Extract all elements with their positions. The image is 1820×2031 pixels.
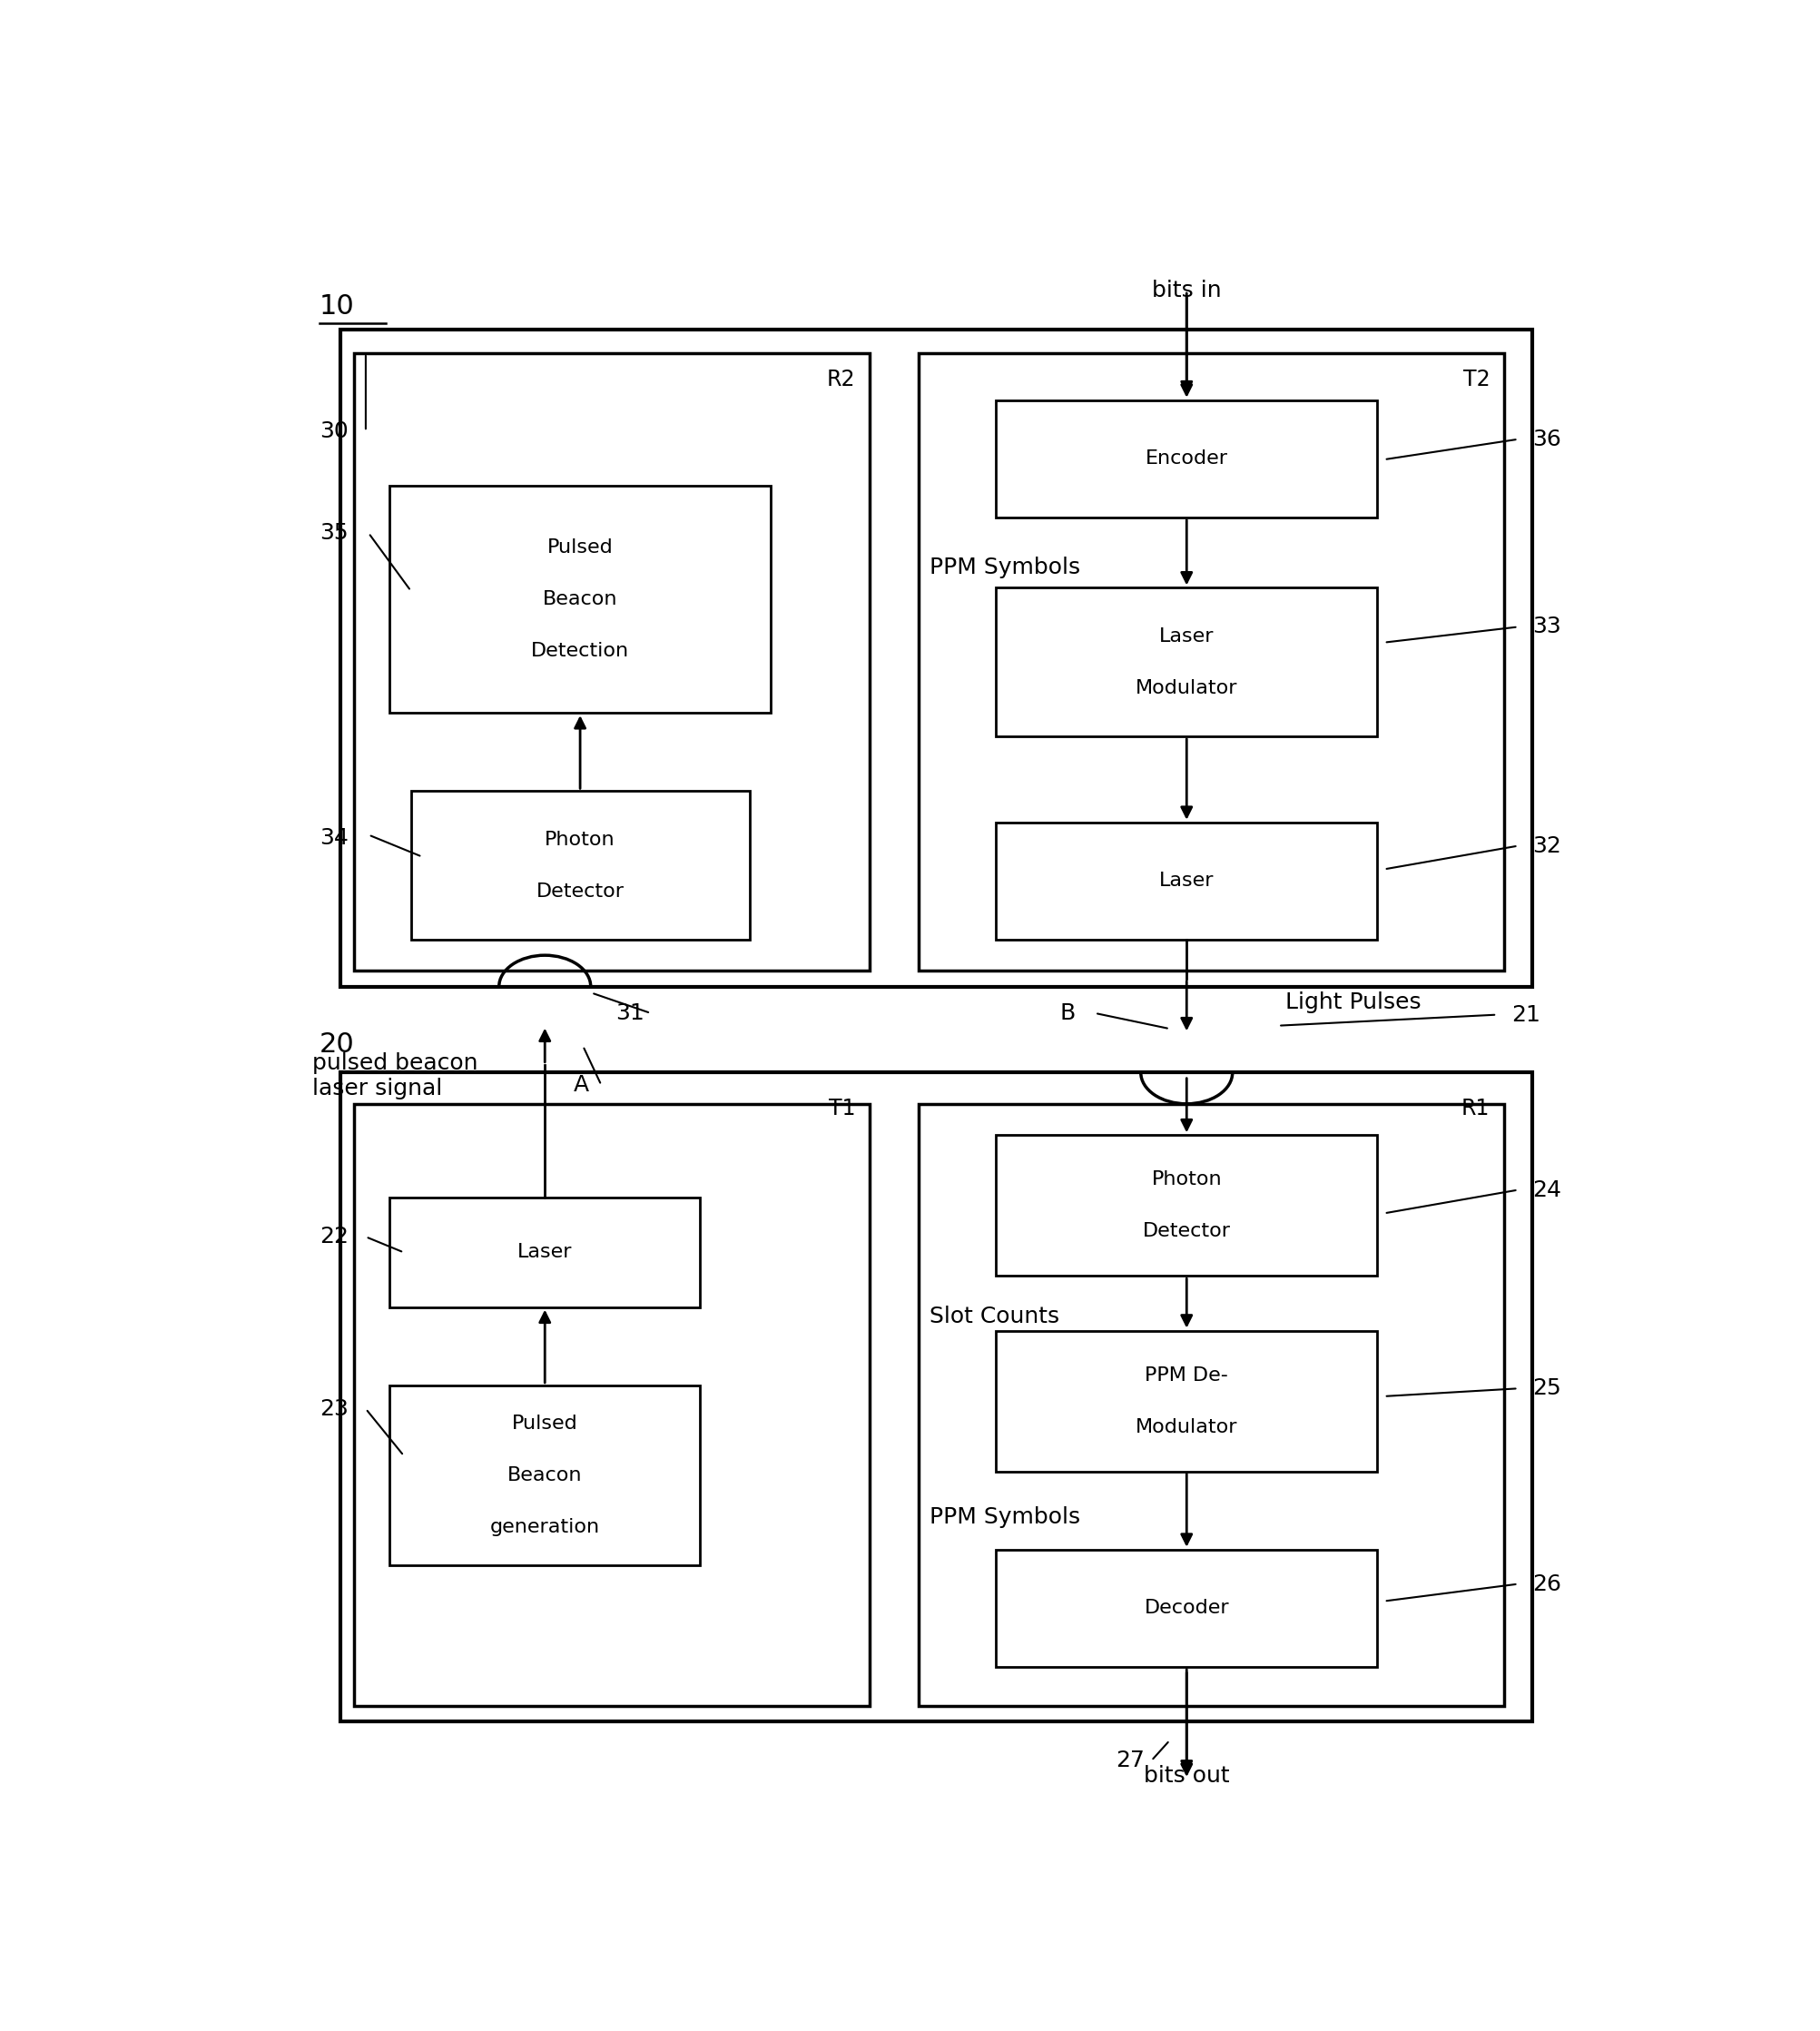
FancyBboxPatch shape <box>340 1072 1532 1722</box>
Text: 24: 24 <box>1532 1178 1562 1200</box>
FancyBboxPatch shape <box>996 1550 1378 1667</box>
Text: R1: R1 <box>1461 1097 1491 1119</box>
FancyBboxPatch shape <box>996 823 1378 940</box>
Text: PPM Symbols: PPM Symbols <box>930 556 1081 579</box>
FancyBboxPatch shape <box>389 485 770 713</box>
Text: 34: 34 <box>318 827 348 849</box>
FancyBboxPatch shape <box>996 1135 1378 1275</box>
Text: 26: 26 <box>1532 1574 1562 1594</box>
Text: Detector: Detector <box>537 881 624 900</box>
Text: Photon: Photon <box>1152 1170 1221 1188</box>
Text: 10: 10 <box>318 292 355 319</box>
Text: Modulator: Modulator <box>1136 678 1238 697</box>
Text: 32: 32 <box>1532 835 1562 857</box>
Text: A: A <box>573 1074 588 1097</box>
Text: 31: 31 <box>615 1001 644 1024</box>
Text: Detection: Detection <box>531 642 630 660</box>
Text: 25: 25 <box>1532 1377 1562 1399</box>
Text: PPM Symbols: PPM Symbols <box>930 1505 1081 1527</box>
FancyBboxPatch shape <box>389 1385 701 1566</box>
FancyBboxPatch shape <box>340 329 1532 987</box>
Text: Laser: Laser <box>1159 871 1214 890</box>
Text: R2: R2 <box>826 370 855 390</box>
FancyBboxPatch shape <box>996 1330 1378 1470</box>
Text: generation: generation <box>490 1517 601 1535</box>
FancyBboxPatch shape <box>411 790 750 940</box>
FancyBboxPatch shape <box>996 400 1378 518</box>
Text: pulsed beacon
laser signal: pulsed beacon laser signal <box>313 1052 479 1099</box>
Text: 23: 23 <box>318 1397 348 1420</box>
Text: bits in: bits in <box>1152 280 1221 301</box>
Text: 36: 36 <box>1532 429 1562 451</box>
Text: 22: 22 <box>318 1227 348 1247</box>
Text: PPM De-: PPM De- <box>1145 1367 1228 1385</box>
Text: B: B <box>1059 1001 1076 1024</box>
Text: Modulator: Modulator <box>1136 1418 1238 1436</box>
FancyBboxPatch shape <box>919 353 1503 971</box>
FancyBboxPatch shape <box>355 1105 870 1706</box>
FancyBboxPatch shape <box>919 1105 1503 1706</box>
Text: Encoder: Encoder <box>1145 449 1228 467</box>
Text: 21: 21 <box>1511 1003 1540 1026</box>
Text: T2: T2 <box>1463 370 1491 390</box>
Text: Decoder: Decoder <box>1145 1598 1228 1617</box>
Text: 30: 30 <box>318 420 348 443</box>
Text: 27: 27 <box>1116 1751 1145 1771</box>
Text: Light Pulses: Light Pulses <box>1285 991 1421 1013</box>
Text: bits out: bits out <box>1143 1765 1230 1787</box>
FancyBboxPatch shape <box>355 353 870 971</box>
Text: Detector: Detector <box>1143 1223 1230 1241</box>
Text: Slot Counts: Slot Counts <box>930 1306 1059 1328</box>
FancyBboxPatch shape <box>996 587 1378 737</box>
Text: Beacon: Beacon <box>542 591 617 609</box>
Text: 33: 33 <box>1532 615 1562 638</box>
Text: Beacon: Beacon <box>508 1466 582 1485</box>
Text: Laser: Laser <box>517 1243 571 1261</box>
Text: 35: 35 <box>318 522 348 544</box>
Text: T1: T1 <box>828 1097 855 1119</box>
Text: Photon: Photon <box>544 831 615 849</box>
Text: Pulsed: Pulsed <box>548 538 613 556</box>
Text: 20: 20 <box>318 1032 355 1058</box>
Text: Laser: Laser <box>1159 628 1214 646</box>
FancyBboxPatch shape <box>389 1198 701 1308</box>
Text: Pulsed: Pulsed <box>511 1414 579 1432</box>
